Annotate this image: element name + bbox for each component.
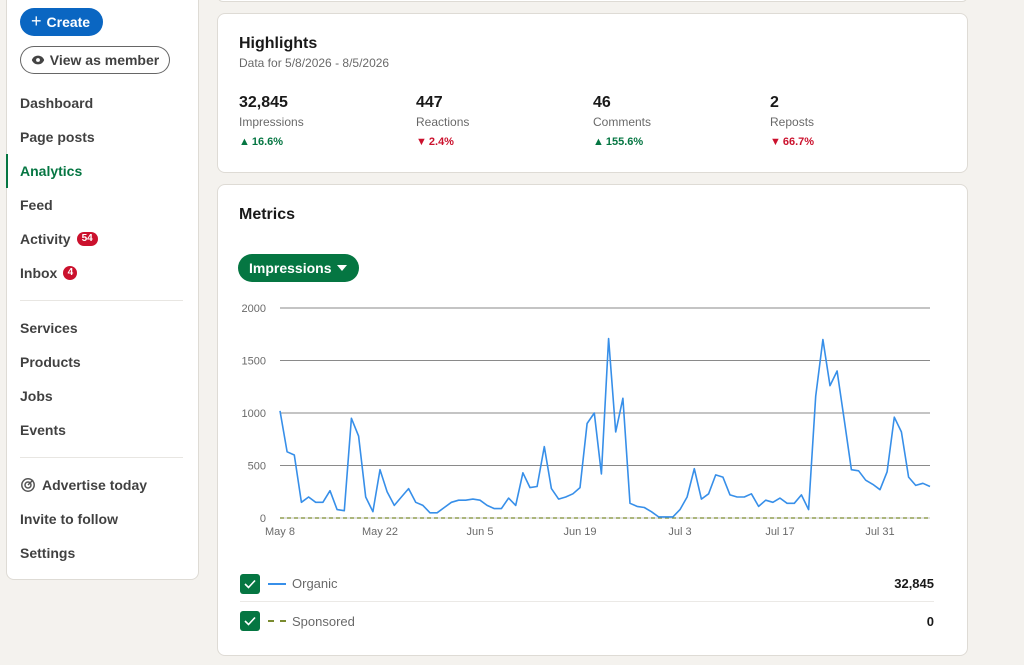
x-tick-label: May 22 (362, 526, 398, 538)
x-tick-label: Jul 31 (865, 526, 894, 538)
sidebar-item-jobs[interactable]: Jobs (7, 379, 198, 413)
sidebar-divider (20, 300, 183, 301)
sidebar-item-page-posts[interactable]: Page posts (7, 120, 198, 154)
sidebar-item-advertise-today[interactable]: Advertise today (7, 468, 198, 502)
sidebar-item-services[interactable]: Services (7, 311, 198, 345)
sidebar-item-invite-to-follow[interactable]: Invite to follow (7, 502, 198, 536)
arrow-down-icon: ▼ (416, 136, 427, 148)
eye-icon (31, 55, 44, 65)
sidebar-item-label: Activity (20, 231, 71, 247)
inbox-badge: 4 (63, 266, 78, 280)
stat-change: ▲ 16.6% (239, 136, 304, 148)
stat-value: 32,845 (239, 94, 288, 111)
stat-change-value: 2.4% (428, 136, 454, 148)
stat-label: Reposts (770, 115, 815, 129)
y-tick-label: 1000 (242, 408, 266, 420)
sidebar-item-label: Products (20, 354, 81, 370)
stat-label: Comments (593, 115, 652, 129)
sidebar-item-analytics[interactable]: Analytics (6, 154, 198, 188)
x-tick-label: Jul 3 (668, 526, 691, 538)
metrics-title: Metrics (239, 206, 296, 223)
stat-change-value: 16.6% (251, 136, 284, 148)
view-as-member-button[interactable]: View as member (20, 46, 170, 74)
stat-label: Reactions (416, 115, 470, 129)
sidebar-item-activity[interactable]: Activity 54 (7, 222, 198, 256)
stat-reposts: 2 Reposts ▼ 66.7% (770, 94, 814, 148)
view-as-member-label: View as member (49, 52, 160, 68)
sidebar-item-label: Feed (20, 197, 53, 213)
organic-checkbox[interactable] (240, 573, 260, 594)
legend-label: Sponsored (292, 613, 355, 629)
arrow-up-icon: ▲ (593, 136, 604, 148)
create-label: Create (46, 14, 91, 30)
y-tick-label: 2000 (242, 303, 266, 315)
activity-badge: 54 (76, 232, 98, 246)
sidebar-item-label: Dashboard (20, 95, 94, 111)
metric-selector-dropdown[interactable]: Impressions (238, 254, 360, 282)
previous-card (217, 0, 968, 2)
sidebar-item-label: Page posts (20, 129, 95, 145)
sidebar-item-label: Services (20, 320, 78, 336)
highlights-card: Highlights Data for 5/8/2026 - 8/5/2026 … (217, 13, 968, 173)
stat-comments: 46 Comments ▲ 155.6% (593, 94, 651, 148)
sidebar-item-label: Events (20, 422, 66, 438)
x-tick-label: May 8 (265, 526, 295, 538)
stat-change: ▼ 66.7% (770, 136, 814, 148)
arrow-down-icon: ▼ (770, 136, 781, 148)
metric-selector-label: Impressions (249, 260, 332, 276)
sponsored-line-swatch (268, 620, 286, 622)
organic-line-swatch (268, 582, 286, 585)
sidebar-item-settings[interactable]: Settings (7, 536, 198, 570)
caret-down-icon (337, 265, 348, 271)
stat-change: ▼ 2.4% (416, 136, 469, 148)
sponsored-checkbox[interactable] (240, 611, 260, 631)
sidebar-item-label: Advertise today (42, 477, 148, 493)
highlights-title: Highlights (239, 35, 318, 52)
checkmark-icon (244, 579, 256, 589)
sidebar: + Create View as member Dashboard Page p… (6, 0, 199, 580)
metrics-card: Metrics Impressions 0 500 1000 1500 2000 May … (217, 184, 968, 656)
arrow-up-icon: ▲ (239, 136, 250, 148)
y-tick-label: 0 (260, 513, 266, 525)
y-tick-label: 1500 (242, 356, 266, 368)
impressions-line-chart: 0 500 1000 1500 2000 May 8 May 22 Jun 5 Jun 19 Ju… (242, 303, 931, 538)
sidebar-item-events[interactable]: Events (7, 413, 198, 447)
legend-label: Organic (292, 576, 338, 591)
sidebar-item-dashboard[interactable]: Dashboard (7, 86, 198, 120)
stat-label: Impressions (239, 115, 304, 129)
sidebar-item-label: Settings (20, 545, 76, 561)
sidebar-nav: Dashboard Page posts Analytics Feed Acti… (6, 86, 198, 570)
sidebar-divider (20, 457, 183, 458)
stat-value: 46 (593, 94, 611, 111)
sidebar-item-feed[interactable]: Feed (7, 188, 198, 222)
sidebar-item-inbox[interactable]: Inbox 4 (7, 256, 198, 290)
legend-row-organic: Organic 32,845 (240, 566, 934, 602)
stat-change-value: 66.7% (782, 136, 815, 148)
create-button[interactable]: + Create (20, 8, 104, 36)
series-line-organic (279, 337, 931, 518)
stat-impressions: 32,845 Impressions ▲ 16.6% (239, 94, 304, 148)
sidebar-item-label: Analytics (20, 163, 83, 179)
sidebar-item-products[interactable]: Products (7, 345, 198, 379)
target-icon (21, 478, 35, 492)
sidebar-item-label: Invite to follow (20, 511, 118, 527)
x-tick-label: Jun 5 (467, 526, 494, 538)
legend-total: 0 (926, 613, 934, 629)
y-tick-label: 500 (248, 461, 266, 473)
legend-total: 32,845 (894, 576, 934, 591)
stat-value: 447 (416, 94, 443, 111)
legend-row-sponsored: Sponsored 0 (240, 603, 934, 639)
checkmark-icon (244, 616, 256, 626)
x-tick-label: Jun 19 (563, 526, 596, 538)
stat-value: 2 (770, 94, 779, 111)
stat-change-value: 155.6% (605, 136, 644, 148)
stat-change: ▲ 155.6% (593, 136, 651, 148)
stat-reactions: 447 Reactions ▼ 2.4% (416, 94, 469, 148)
x-tick-label: Jul 17 (765, 526, 794, 538)
sidebar-item-label: Jobs (20, 388, 53, 404)
sidebar-item-label: Inbox (20, 265, 58, 281)
highlights-date-range: Data for 5/8/2026 - 8/5/2026 (239, 56, 390, 70)
plus-icon: + (31, 11, 42, 31)
